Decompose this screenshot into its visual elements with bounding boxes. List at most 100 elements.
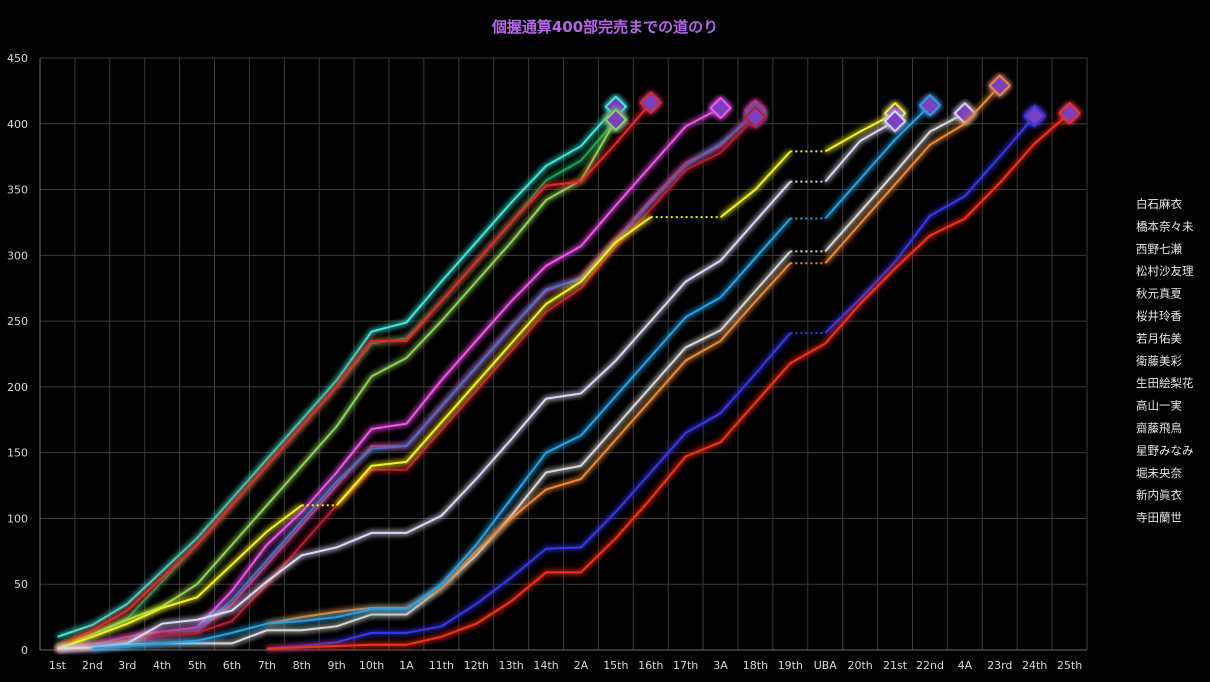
y-tick-label: 250 xyxy=(7,315,28,328)
completion-marker xyxy=(1058,101,1081,125)
x-tick-label: 9th xyxy=(328,659,346,672)
series-segment xyxy=(57,119,617,649)
series-segment xyxy=(266,332,792,650)
x-tick-label: 12th xyxy=(464,659,489,672)
y-tick-label: 300 xyxy=(7,249,28,262)
y-tick-label: 0 xyxy=(21,644,28,657)
x-tick-label: 22nd xyxy=(916,659,944,672)
series-line xyxy=(57,91,663,649)
x-tick-label: 4A xyxy=(958,659,973,672)
x-tick-label: 25th xyxy=(1057,659,1082,672)
series-line xyxy=(57,105,767,650)
series-line xyxy=(57,101,977,650)
x-tick-label: 23rd xyxy=(987,659,1012,672)
series-segment xyxy=(719,150,792,218)
x-tick-label: 5th xyxy=(188,659,206,672)
legend-label: 星野みなみ xyxy=(1136,443,1194,457)
series-line xyxy=(266,104,1047,650)
series-line xyxy=(57,108,628,649)
completion-marker xyxy=(918,93,942,117)
y-tick-label: 200 xyxy=(7,381,28,394)
series-segment xyxy=(57,504,303,650)
x-tick-label: 21st xyxy=(883,659,908,672)
completion-marker xyxy=(604,108,628,132)
x-tick-label: 19th xyxy=(778,659,803,672)
legend-label: 秋元真夏 xyxy=(1136,287,1182,301)
completion-marker xyxy=(953,101,977,125)
x-tick-label: 8th xyxy=(293,659,311,672)
series-segment xyxy=(335,216,652,506)
completion-marker xyxy=(988,74,1012,98)
y-tick-label: 350 xyxy=(7,184,28,197)
series-segment xyxy=(57,250,792,650)
x-tick-label: 1st xyxy=(49,659,67,672)
series-segment xyxy=(824,120,896,183)
legend-label: 生田絵梨花 xyxy=(1136,376,1194,390)
series-segment xyxy=(57,102,652,649)
x-tick-label: 24th xyxy=(1022,659,1047,672)
x-tick-label: 16th xyxy=(638,659,663,672)
legend-label: 若月佑美 xyxy=(1136,331,1182,345)
series-segment xyxy=(57,106,617,638)
x-tick-label: 4th xyxy=(153,659,171,672)
series-segment xyxy=(824,112,966,253)
legend-label: 衛藤美彩 xyxy=(1136,354,1182,368)
legend: 白石麻衣橋本奈々未西野七瀬松村沙友理秋元真夏桜井玲香若月佑美衛藤美彩生田絵梨花高… xyxy=(1108,197,1194,525)
series-segment xyxy=(824,115,1036,334)
series-segment xyxy=(57,107,722,650)
x-tick-label: 13th xyxy=(499,659,524,672)
series-line xyxy=(57,95,628,638)
series-segment xyxy=(824,112,896,153)
series-segment xyxy=(266,262,792,625)
series-segment xyxy=(57,113,757,650)
legend-label: 桜井玲香 xyxy=(1136,309,1182,323)
x-tick-label: 15th xyxy=(603,659,628,672)
completion-marker xyxy=(744,105,767,129)
series-segment xyxy=(266,112,1071,650)
series-line xyxy=(57,109,907,650)
x-tick-label: 2A xyxy=(574,659,589,672)
legend-label: 西野七瀬 xyxy=(1136,242,1182,256)
y-tick-label: 400 xyxy=(7,118,28,131)
series-segment xyxy=(57,109,757,650)
series-segment xyxy=(57,116,757,650)
x-tick-label: 18th xyxy=(743,659,768,672)
series-segment xyxy=(92,217,792,650)
x-tick-label: 3rd xyxy=(118,659,136,672)
legend-label: 寺田蘭世 xyxy=(1136,511,1182,525)
x-tick-label: UBA xyxy=(814,659,838,672)
x-tick-label: 10th xyxy=(359,659,384,672)
series-segment xyxy=(57,180,792,650)
x-tick-label: 20th xyxy=(848,659,873,672)
series-segment xyxy=(824,104,931,220)
x-tick-label: 3A xyxy=(713,659,728,672)
legend-label: 齋藤飛鳥 xyxy=(1136,421,1182,435)
y-tick-label: 100 xyxy=(7,512,28,525)
legend-label: 橋本奈々未 xyxy=(1136,219,1194,233)
series-line xyxy=(266,101,1081,650)
legend-label: 松村沙友理 xyxy=(1136,264,1194,278)
legend-label: 白石麻衣 xyxy=(1136,197,1182,211)
series-segment xyxy=(824,84,1001,264)
series-line xyxy=(57,96,732,650)
legend-label: 新内眞衣 xyxy=(1136,488,1182,502)
y-tick-label: 50 xyxy=(14,578,28,591)
legend-label: 堀未央奈 xyxy=(1136,466,1182,480)
series-line xyxy=(92,93,942,650)
grid xyxy=(39,57,1088,651)
series-line xyxy=(57,99,767,650)
x-tick-label: 6th xyxy=(223,659,241,672)
series-line xyxy=(266,74,1012,625)
x-tick-label: 2nd xyxy=(82,659,103,672)
x-tick-label: 11th xyxy=(429,659,454,672)
x-tick-label: 14th xyxy=(533,659,558,672)
x-tick-label: 17th xyxy=(673,659,698,672)
completion-marker xyxy=(709,96,732,120)
chart-title: 個握通算400部完売までの道のり xyxy=(491,18,719,36)
y-tick-label: 150 xyxy=(7,447,28,460)
y-tick-label: 450 xyxy=(7,52,28,65)
completion-marker xyxy=(883,109,907,133)
completion-marker xyxy=(639,91,663,115)
